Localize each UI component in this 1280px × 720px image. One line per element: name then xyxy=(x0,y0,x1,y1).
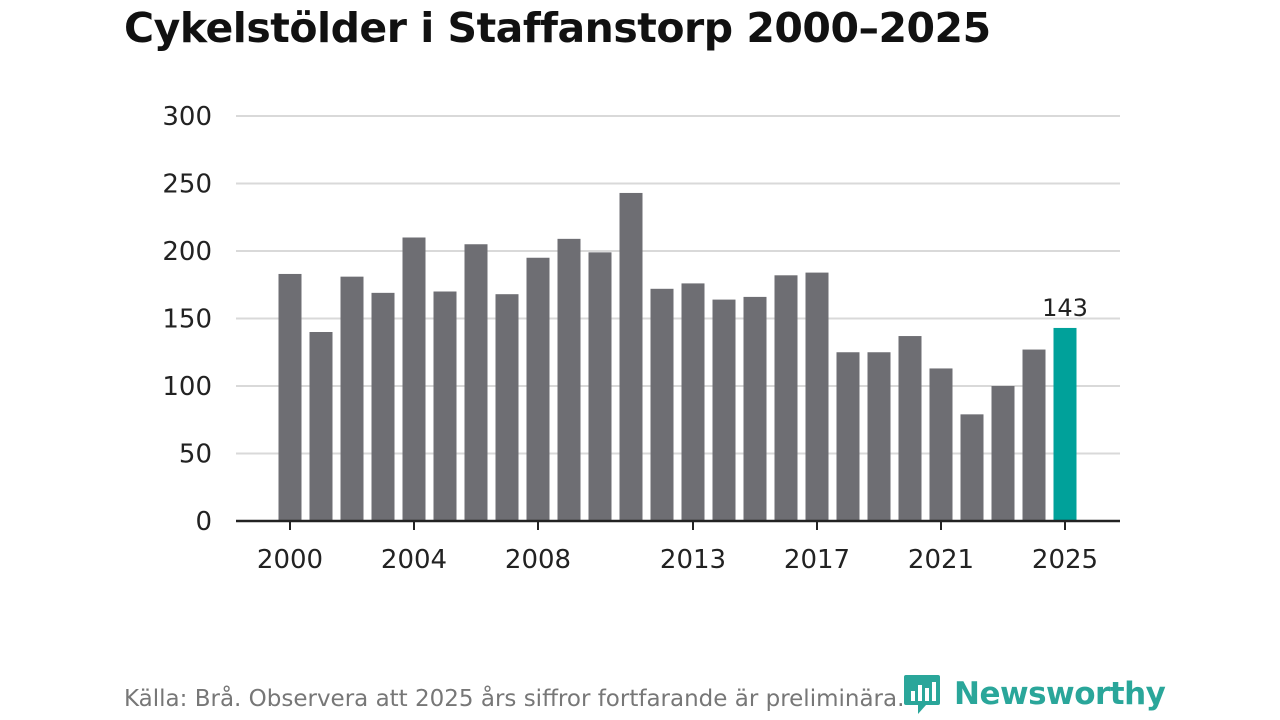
y-tick-200: 200 xyxy=(162,237,212,267)
bar-2010 xyxy=(588,252,612,521)
bars xyxy=(278,192,1077,521)
y-tick-0: 0 xyxy=(195,507,212,537)
bar-2017 xyxy=(805,272,829,521)
x-tick-2004: 2004 xyxy=(381,545,447,575)
bar-2016 xyxy=(774,275,798,521)
bar-2008 xyxy=(526,257,550,521)
x-tick-2017: 2017 xyxy=(784,545,850,575)
bar-2020 xyxy=(898,336,922,521)
bar-2012 xyxy=(650,288,674,521)
y-tick-150: 150 xyxy=(162,305,212,335)
bar-2013 xyxy=(681,283,705,521)
bar-2014 xyxy=(712,299,736,521)
bar-2015 xyxy=(743,296,767,521)
x-tick-2021: 2021 xyxy=(908,545,974,575)
x-axis: 2000 2004 2008 2013 2017 2021 2025 xyxy=(236,519,1120,575)
bar-2006 xyxy=(464,244,488,521)
y-tick-100: 100 xyxy=(162,372,212,402)
data-label-2025: 143 xyxy=(1042,294,1088,322)
bar-2022 xyxy=(960,414,984,521)
x-tick-2000: 2000 xyxy=(257,545,323,575)
bar-2021 xyxy=(929,368,953,521)
y-tick-250: 250 xyxy=(162,170,212,200)
newsworthy-logo: Newsworthy xyxy=(902,670,1166,718)
bar-2004 xyxy=(402,237,426,521)
bar-2011 xyxy=(619,192,643,521)
y-axis-ticks: 0 50 100 150 200 250 300 xyxy=(162,102,212,537)
bar-2005 xyxy=(433,291,457,521)
bar-2001 xyxy=(309,332,333,521)
data-labels: 143 xyxy=(1042,294,1088,322)
bar-2019 xyxy=(867,352,891,521)
bar-2009 xyxy=(557,238,581,521)
x-tick-2025: 2025 xyxy=(1032,545,1098,575)
bar-2018 xyxy=(836,352,860,521)
source-note: Källa: Brå. Observera att 2025 års siffr… xyxy=(124,686,905,712)
y-tick-300: 300 xyxy=(162,102,212,132)
x-tick-2013: 2013 xyxy=(660,545,726,575)
x-tick-2008: 2008 xyxy=(505,545,571,575)
bar-2024 xyxy=(1022,349,1046,521)
chart-title: Cykelstölder i Staffanstorp 2000–2025 xyxy=(124,4,991,52)
bar-2007 xyxy=(495,294,519,521)
newsworthy-logo-icon xyxy=(904,675,940,714)
y-tick-50: 50 xyxy=(179,440,212,470)
bar-2023 xyxy=(991,386,1015,521)
bar-2000 xyxy=(278,273,302,521)
gridlines xyxy=(236,115,1120,455)
bar-2003 xyxy=(371,292,395,521)
bar-2002 xyxy=(340,276,364,521)
logo-text: Newsworthy xyxy=(954,676,1166,712)
bar-2025 xyxy=(1053,327,1077,521)
